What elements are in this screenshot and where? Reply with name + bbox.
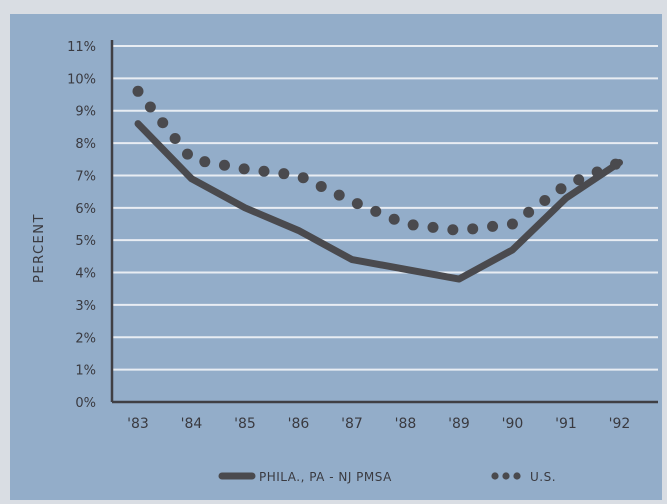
series-dot [507, 219, 518, 230]
y-tick-label: 0% [75, 396, 96, 411]
series-dot [182, 149, 193, 160]
legend-label-us: U.S. [530, 470, 556, 484]
series-dot [370, 206, 381, 217]
legend-swatch-us [513, 472, 520, 479]
y-tick-label: 1% [75, 364, 96, 379]
series-dot [157, 117, 168, 128]
x-tick-label: '92 [609, 416, 631, 432]
series-dot [219, 160, 230, 171]
series-dot [258, 166, 269, 177]
series-dot [523, 207, 534, 218]
y-tick-label: 4% [75, 267, 96, 282]
legend-swatch-us [502, 472, 509, 479]
x-tick-label: '88 [395, 416, 417, 432]
y-axis-title: PERCENT [32, 213, 47, 283]
series-dot [467, 223, 478, 234]
x-tick-label: '86 [288, 416, 310, 432]
y-tick-label: 10% [67, 72, 96, 87]
series-dot [133, 86, 144, 97]
series-dot [428, 222, 439, 233]
series-dot [199, 156, 210, 167]
x-tick-label: '91 [555, 416, 577, 432]
x-tick-label: '89 [448, 416, 470, 432]
series-dot [610, 159, 621, 170]
legend-swatch-us [491, 472, 498, 479]
series-dot [555, 183, 566, 194]
series-dot [447, 224, 458, 235]
series-dot [170, 133, 181, 144]
series-dot [592, 166, 603, 177]
y-tick-label: 5% [75, 234, 96, 249]
x-tick-label: '84 [181, 416, 203, 432]
series-dot [487, 221, 498, 232]
y-tick-label: 11% [67, 40, 96, 55]
legend-label-phila: PHILA., PA - NJ PMSA [259, 470, 392, 484]
series-dot [389, 214, 400, 225]
y-tick-label: 3% [75, 299, 96, 314]
x-tick-label: '83 [127, 416, 149, 432]
y-tick-label: 8% [75, 137, 96, 152]
x-tick-label: '87 [341, 416, 363, 432]
x-tick-label: '90 [502, 416, 524, 432]
series-dot [334, 190, 345, 201]
y-tick-label: 2% [75, 331, 96, 346]
series-dot [352, 198, 363, 209]
series-dot [408, 219, 419, 230]
series-dot [573, 174, 584, 185]
series-dot [539, 195, 550, 206]
y-tick-label: 9% [75, 105, 96, 120]
series-dot [145, 102, 156, 113]
y-tick-label: 6% [75, 202, 96, 217]
series-dot [316, 181, 327, 192]
series-dot [298, 172, 309, 183]
series-dot [278, 168, 289, 179]
series-dot [239, 163, 250, 174]
y-tick-label: 7% [75, 169, 96, 184]
x-tick-label: '85 [234, 416, 256, 432]
